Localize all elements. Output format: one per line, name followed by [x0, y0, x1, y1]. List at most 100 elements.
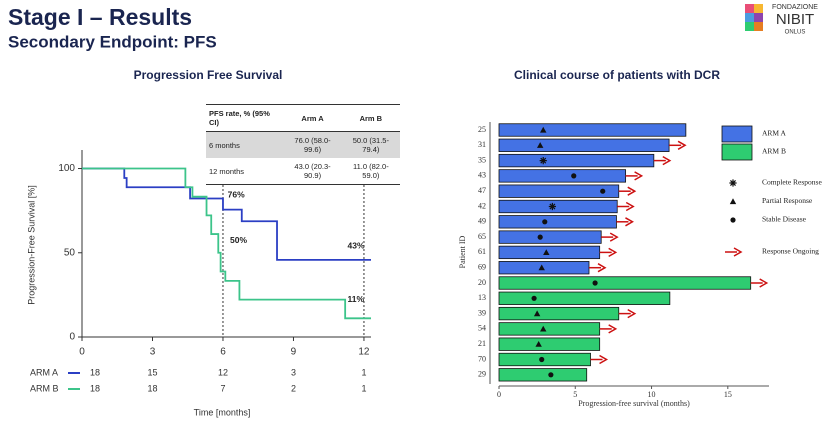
arrow-head — [625, 201, 635, 212]
response-marker — [539, 356, 545, 363]
table-row: 12 months 43.0 (20.3-90.9) 11.0 (82.0-59.0… — [206, 158, 400, 185]
x-tick-label: 5 — [573, 390, 577, 399]
ongoing-arrow — [653, 155, 672, 166]
bar — [498, 215, 617, 229]
bar — [498, 169, 627, 183]
x-tick-label: 6 — [220, 347, 226, 358]
ongoing-arrow — [618, 186, 637, 196]
bar — [498, 322, 601, 336]
response-marker — [538, 264, 545, 271]
legend-swatch — [721, 143, 753, 161]
slide-subtitle: Secondary Endpoint: PFS — [8, 32, 217, 51]
logo-piece — [754, 22, 763, 31]
arrow-head — [625, 217, 634, 227]
logo: FONDAZIONE NIBIT ONLUS — [745, 4, 818, 36]
ongoing-arrow — [625, 171, 644, 181]
logo-piece — [754, 4, 763, 13]
ongoing-arrow — [601, 232, 619, 242]
bar — [498, 368, 588, 382]
response-marker — [536, 142, 544, 148]
bar — [498, 276, 752, 290]
y-tick-label: 25 — [478, 125, 486, 134]
y-tick-label: 0 — [69, 332, 75, 343]
at-risk-count: 7 — [220, 383, 225, 393]
ongoing-arrow — [599, 324, 618, 334]
y-axis-label: Progression-Free Survival [%] — [26, 185, 36, 305]
legend-label: Stable Disease — [762, 215, 807, 224]
response-marker — [533, 310, 541, 317]
logo-piece — [754, 13, 763, 22]
arrow-head — [662, 155, 672, 166]
response-marker — [730, 217, 736, 223]
y-tick-label: 47 — [478, 186, 486, 195]
annotation: 76% — [228, 190, 245, 200]
x-tick-label: 10 — [648, 390, 656, 399]
at-risk-count: 12 — [218, 367, 228, 377]
response-marker — [531, 295, 537, 301]
arrow-head — [608, 324, 618, 334]
survival-curve — [82, 167, 371, 320]
response-marker — [539, 157, 547, 165]
logo-text: NIBIT — [776, 11, 814, 28]
ongoing-arrow — [589, 263, 607, 273]
ongoing-arrow — [618, 308, 637, 319]
response-marker — [535, 341, 542, 347]
logo-piece — [745, 4, 754, 13]
table-row: 6 months 76.0 (58.0-99.6) 50.0 (31.5-79.4) — [206, 131, 400, 158]
response-marker — [592, 280, 598, 286]
response-marker — [571, 173, 577, 179]
bar — [498, 306, 620, 321]
ongoing-arrow — [616, 217, 634, 227]
table-header-cell: Arm A — [283, 104, 342, 132]
arrow-head — [608, 247, 618, 258]
ongoing-arrow — [590, 354, 609, 365]
at-risk-count: 2 — [291, 383, 296, 393]
logo-piece — [745, 22, 754, 31]
at-risk-count: 18 — [90, 367, 100, 377]
at-risk-count: 1 — [361, 367, 366, 377]
table-cell: 50.0 (31.5-79.4) — [341, 131, 400, 158]
at-risk-count: 18 — [147, 383, 157, 393]
x-tick-label: 0 — [79, 347, 85, 358]
risk-label: ARM A — [30, 367, 58, 377]
table-cell: 43.0 (20.3-90.9) — [283, 158, 342, 185]
arrow-head — [609, 232, 619, 242]
response-marker — [540, 126, 547, 133]
y-tick-label: 20 — [478, 278, 486, 287]
response-marker — [600, 188, 606, 194]
bar — [498, 291, 671, 305]
legend-arrow — [725, 247, 743, 257]
arrow-head — [733, 247, 743, 257]
annotation: 50% — [230, 235, 247, 245]
slide-title: Stage I – Results — [8, 4, 192, 30]
response-marker — [729, 198, 737, 205]
y-tick-label: 43 — [478, 171, 486, 180]
response-marker — [543, 249, 550, 255]
y-tick-label: 39 — [478, 308, 486, 317]
y-axis-label: Patient ID — [458, 235, 467, 268]
legend-swatch — [721, 125, 753, 143]
table-cell: 76.0 (58.0-99.6) — [283, 131, 342, 158]
y-tick-label: 61 — [478, 247, 486, 256]
x-tick-label: 12 — [358, 347, 370, 358]
response-marker — [729, 179, 737, 187]
x-axis-label: Time [months] — [194, 407, 251, 417]
response-marker — [540, 325, 547, 332]
y-tick-label: 35 — [478, 155, 486, 164]
bar — [498, 352, 591, 367]
table-cell: 11.0 (82.0-59.0) — [341, 158, 400, 185]
y-tick-label: 65 — [478, 232, 486, 241]
x-tick-label: 0 — [497, 390, 501, 399]
legend-label: ARM B — [762, 147, 786, 156]
arrow-head — [599, 354, 609, 365]
y-tick-label: 50 — [64, 247, 76, 258]
ongoing-arrow — [669, 140, 687, 150]
ongoing-arrow — [750, 278, 769, 288]
arrow-head — [627, 308, 637, 319]
at-risk-count: 18 — [90, 383, 100, 393]
x-axis-label: Progression-free survival (months) — [578, 399, 690, 408]
x-tick-label: 15 — [724, 390, 732, 399]
